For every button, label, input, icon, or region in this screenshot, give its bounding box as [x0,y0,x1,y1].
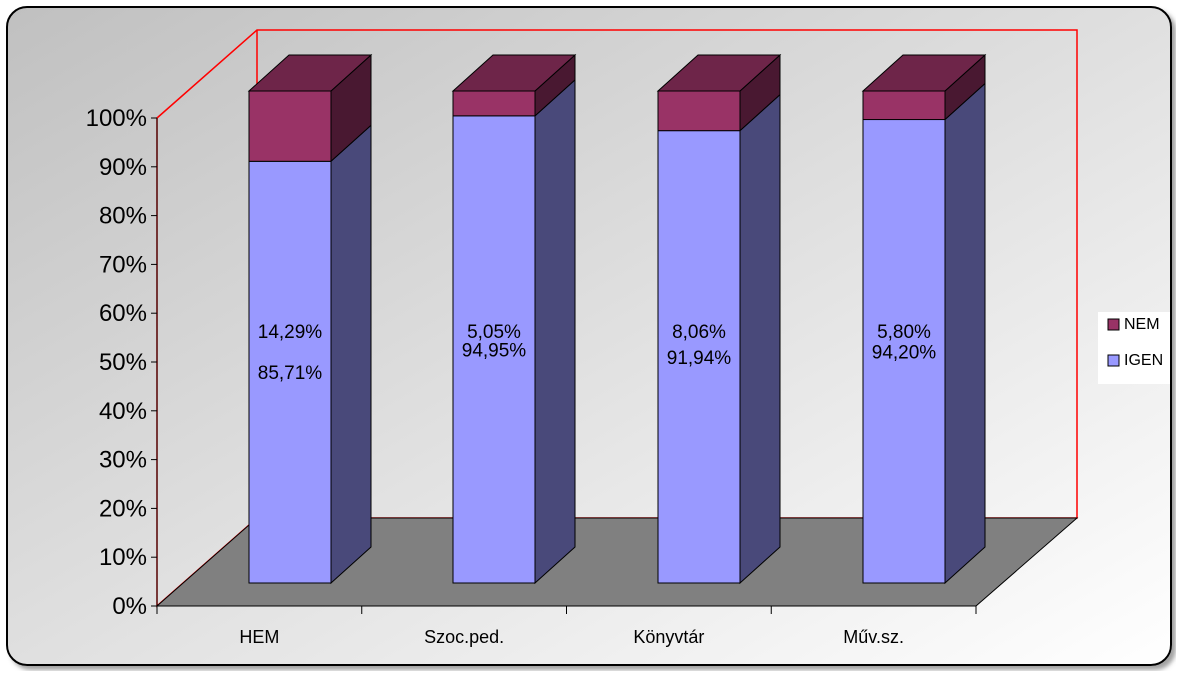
bar-nem-front [248,90,332,162]
bar-igen-front [248,160,332,584]
data-label-igen: 85,71% [258,363,323,384]
x-category-label: Könyvtár [633,627,704,647]
y-tick-label: 10% [99,544,147,571]
y-tick-label: 0% [112,593,147,620]
bar-igen-side [739,93,781,585]
data-label-igen: 94,95% [462,340,527,361]
bar-nem-top [656,54,782,92]
y-tick-label: 40% [99,398,147,425]
bar-igen-side [534,78,576,585]
data-label-igen: 91,94% [667,348,732,369]
bar-nem-front [452,90,536,117]
y-tick-label: 90% [99,154,147,181]
bar-nem-top [451,54,577,92]
bar-nem-top [247,54,373,92]
plot-area: 0% 10% 20% 30% 40% 50% 60% 70% 80% 90% 100% HEM Szoc… [86,29,1079,647]
x-category-label: HEM [239,627,279,647]
bar-nem-front [657,90,741,132]
bar-igen-front [862,119,946,584]
legend-label-igen: IGEN [1124,352,1163,369]
y-tick-label: 60% [99,300,147,327]
bar-igen-side [330,124,372,585]
y-tick-label: 50% [99,349,147,376]
y-tick-label: 30% [99,447,147,474]
bar-igen-front [452,115,536,584]
legend-swatch-nem [1107,318,1120,331]
data-label-nem: 8,06% [672,322,726,343]
data-label-nem: 14,29% [258,322,323,343]
data-label-nem: 5,05% [467,322,521,343]
stacked-3d-bar-chart: 0% 10% 20% 30% 40% 50% 60% 70% 80% 90% 100% HEM Szoc… [6,6,1172,666]
legend: NEM IGEN [1098,312,1170,384]
x-category-label: Szoc.ped. [424,627,504,647]
y-tick-label: 20% [99,495,147,522]
chart-area: 0% 10% 20% 30% 40% 50% 60% 70% 80% 90% 100% HEM Szoc… [6,6,1176,671]
x-category-label: Műv.sz. [843,627,904,647]
bar-igen-side [944,82,986,585]
bar-nem-top [861,54,987,92]
legend-swatch-igen [1107,354,1120,367]
y-tick-label: 100% [86,105,147,132]
data-label-igen: 94,20% [872,342,937,363]
y-tick-label: 70% [99,251,147,278]
bar-igen-front [657,130,741,584]
y-tick-label: 80% [99,203,147,230]
legend-label-nem: NEM [1124,316,1160,333]
data-label-nem: 5,80% [877,322,931,343]
bar-nem-front [862,90,946,121]
